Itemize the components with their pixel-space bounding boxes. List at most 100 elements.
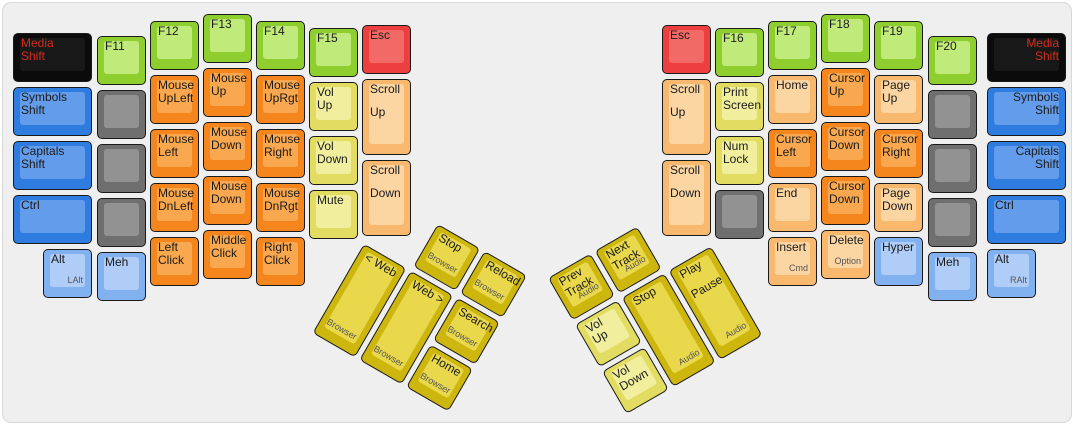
key-label-line: Shift: [1034, 157, 1059, 171]
key-f17[interactable]: F17: [768, 21, 817, 70]
key-label-line: Symbols: [1012, 90, 1059, 104]
key-alt-left[interactable]: Alt LAlt: [43, 249, 92, 298]
key-face: [210, 181, 245, 214]
key-end[interactable]: End: [768, 183, 817, 232]
key-middle-click[interactable]: Middle Click: [203, 230, 252, 279]
key-face: [263, 242, 298, 275]
key-label: Ctrl: [995, 199, 1059, 212]
key-page-up[interactable]: Page Up: [874, 75, 923, 124]
key-label: Mouse Right: [264, 133, 300, 159]
key-label-line: Mouse: [264, 78, 301, 92]
key-face: [935, 149, 970, 182]
key-right-click[interactable]: Right Click: [256, 237, 305, 286]
key-sub-label: LAlt: [67, 275, 83, 285]
key-blank-r1[interactable]: [715, 190, 764, 239]
key-capitals-shift-left[interactable]: Capitals Shift: [13, 141, 92, 190]
key-mouse-uprgt[interactable]: Mouse UpRgt: [256, 75, 305, 124]
key-f13[interactable]: F13: [203, 14, 252, 63]
key-symbols-shift-left[interactable]: Symbols Shift: [13, 87, 92, 136]
key-hyper[interactable]: Hyper: [874, 237, 923, 286]
key-label-line: Up: [211, 84, 227, 98]
key-capitals-shift-right[interactable]: Capitals Shift: [987, 141, 1066, 190]
key-label-line: Left: [158, 240, 179, 254]
key-face: [20, 38, 85, 71]
key-f11[interactable]: F11: [97, 36, 146, 85]
key-ctrl-left[interactable]: Ctrl: [13, 195, 92, 244]
key-face: [316, 195, 351, 228]
key-alt-right[interactable]: Alt RAlt: [987, 249, 1036, 298]
key-vol-up-left[interactable]: Vol Up: [309, 82, 358, 131]
key-scroll-up-right[interactable]: Scroll Up: [662, 79, 711, 155]
key-cursor-down-1[interactable]: Cursor Down: [821, 122, 870, 171]
key-esc-left[interactable]: Esc: [362, 25, 411, 74]
key-scroll-up-left[interactable]: Scroll Up: [362, 79, 411, 155]
key-face: [104, 41, 139, 74]
key-label-line: Play: [676, 257, 705, 282]
key-mouse-dnleft[interactable]: Mouse DnLeft: [150, 183, 199, 232]
key-scroll-down-right[interactable]: Scroll Down: [662, 160, 711, 236]
key-f16[interactable]: F16: [715, 28, 764, 77]
key-scroll-down-left[interactable]: Scroll Down: [362, 160, 411, 236]
key-num-lock[interactable]: Num Lock: [715, 136, 764, 185]
key-label: Symbols Shift: [21, 91, 85, 117]
key-label: Cursor Right: [882, 132, 919, 159]
key-page-down[interactable]: Page Down: [874, 183, 923, 232]
key-blank-l1[interactable]: [97, 90, 146, 139]
key-blank-l2[interactable]: [97, 144, 146, 193]
key-blank-r3[interactable]: [928, 144, 977, 193]
key-blank-l3[interactable]: [97, 198, 146, 247]
key-media-shift-left[interactable]: Media Shift: [13, 33, 92, 82]
key-label-line: Cursor: [882, 132, 919, 146]
key-home[interactable]: Home: [768, 75, 817, 124]
key-face: [263, 26, 298, 59]
key-face: [210, 235, 245, 268]
key-f12[interactable]: F12: [150, 21, 199, 70]
key-delete[interactable]: Delete Option: [821, 230, 870, 279]
key-vol-down-left[interactable]: Vol Down: [309, 136, 358, 185]
key-cursor-right[interactable]: Cursor Right: [874, 129, 923, 178]
key-meh-right[interactable]: Meh: [928, 252, 977, 301]
key-f19[interactable]: F19: [874, 21, 923, 70]
key-face: [881, 242, 916, 275]
key-mouse-right[interactable]: Mouse Right: [256, 129, 305, 178]
key-mute[interactable]: Mute: [309, 190, 358, 239]
key-blank-r4[interactable]: [928, 198, 977, 247]
key-face: [263, 80, 298, 113]
key-esc-right[interactable]: Esc: [662, 25, 711, 74]
key-ctrl-right[interactable]: Ctrl: [987, 195, 1066, 244]
key-label-line: UpRgt: [264, 91, 299, 105]
key-cursor-down-2[interactable]: Cursor Down: [821, 176, 870, 225]
key-label-line: F20: [936, 39, 957, 53]
key-mouse-down-1[interactable]: Mouse Down: [203, 122, 252, 171]
key-f14[interactable]: F14: [256, 21, 305, 70]
key-mouse-down-2[interactable]: Mouse Down: [203, 176, 252, 225]
key-f18[interactable]: F18: [821, 14, 870, 63]
key-label-line: Up: [317, 98, 333, 112]
key-mouse-dnrgt[interactable]: Mouse DnRgt: [256, 183, 305, 232]
key-label: Esc: [670, 29, 704, 42]
key-label-line: Capitals: [1015, 144, 1059, 158]
key-face: [369, 84, 404, 144]
key-left-click[interactable]: Left Click: [150, 237, 199, 286]
key-blank-r2[interactable]: [928, 90, 977, 139]
key-symbols-shift-right[interactable]: Symbols Shift: [987, 87, 1066, 136]
key-cursor-left[interactable]: Cursor Left: [768, 129, 817, 178]
key-face: [263, 188, 298, 221]
key-face: [722, 195, 757, 228]
key-print-screen[interactable]: Print Screen: [715, 82, 764, 131]
key-label: Num Lock: [723, 140, 757, 166]
key-mouse-left[interactable]: Mouse Left: [150, 129, 199, 178]
key-meh-left[interactable]: Meh: [97, 252, 146, 301]
key-label-line: Up: [882, 91, 898, 105]
key-insert[interactable]: Insert Cmd: [768, 237, 817, 286]
key-mouse-upleft[interactable]: Mouse UpLeft: [150, 75, 199, 124]
key-cursor-up[interactable]: Cursor Up: [821, 68, 870, 117]
key-face: [828, 73, 863, 106]
key-label-line: Scroll: [670, 82, 701, 96]
key-label: Page Down: [882, 187, 916, 213]
key-f20[interactable]: F20: [928, 36, 977, 85]
key-mouse-up[interactable]: Mouse Up: [203, 68, 252, 117]
key-media-shift-right[interactable]: Media Shift: [987, 33, 1066, 82]
key-f15[interactable]: F15: [309, 28, 358, 77]
